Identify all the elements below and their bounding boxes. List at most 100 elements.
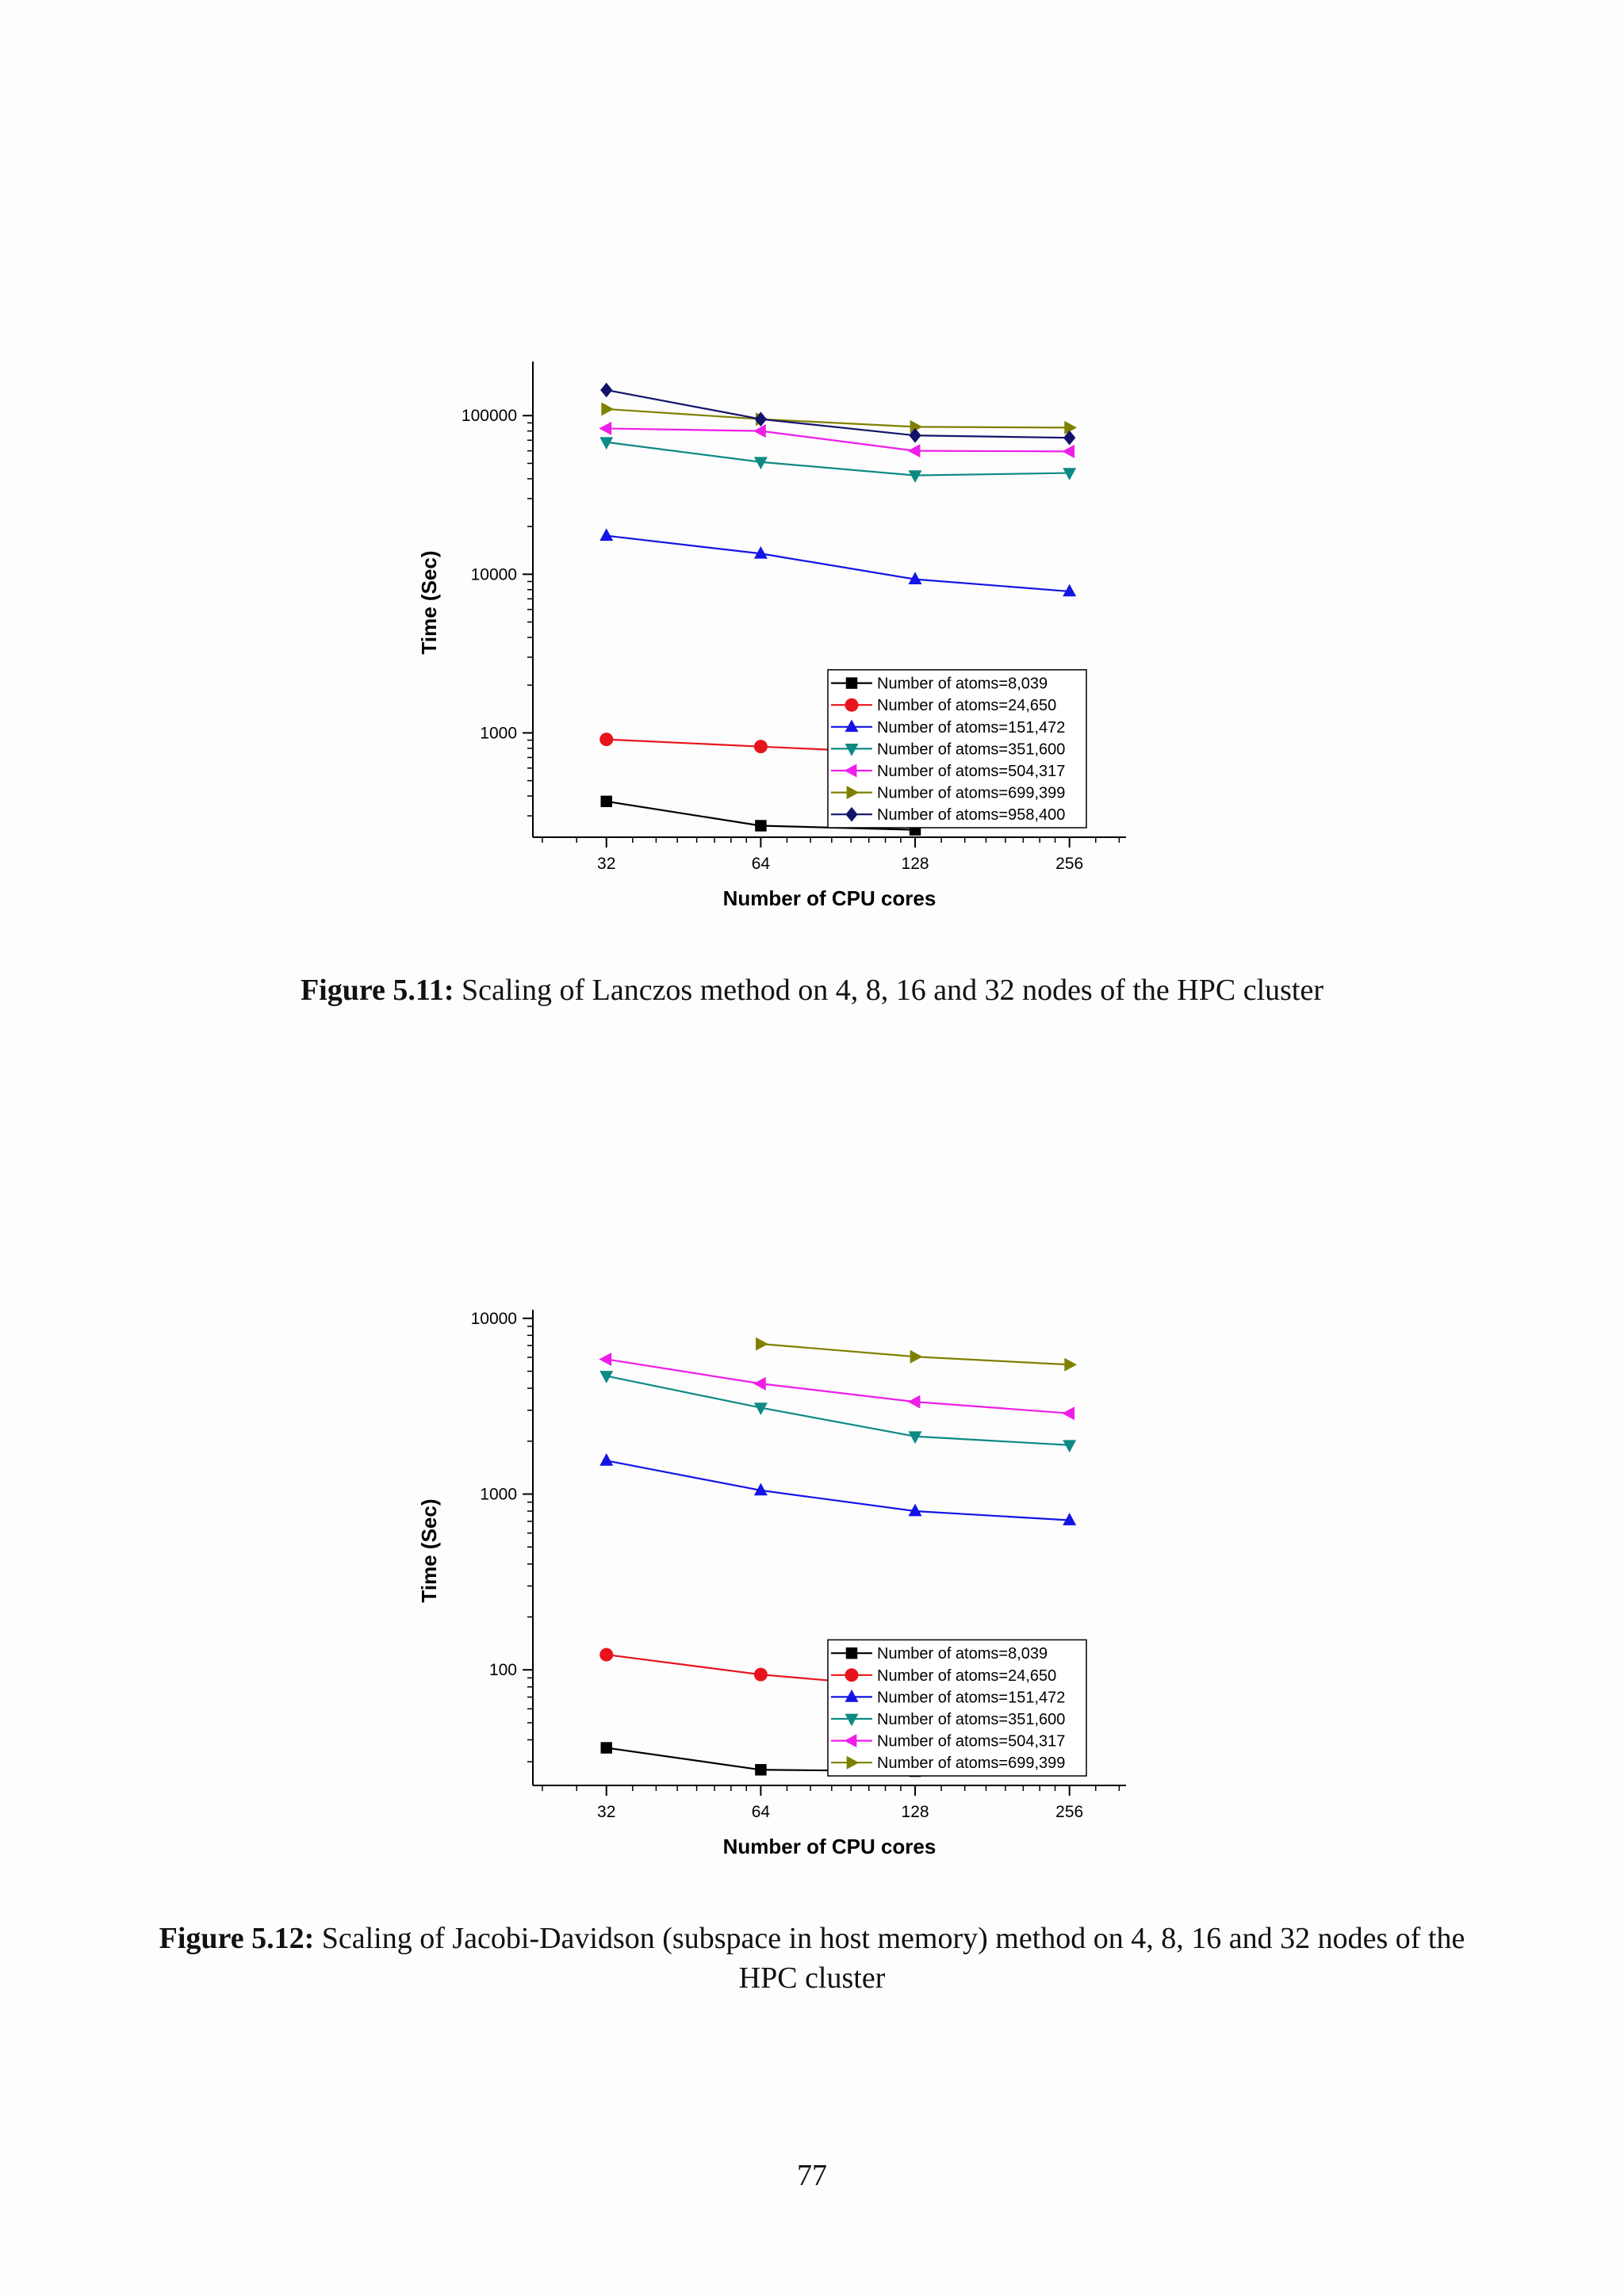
x-tick-label: 256 <box>1055 855 1083 873</box>
series-number-of-atoms-699-399 <box>756 1337 1078 1372</box>
x-tick-label: 128 <box>902 855 929 873</box>
legend-label: Number of atoms=24,650 <box>877 1667 1056 1685</box>
y-tick-label: 10000 <box>471 565 517 584</box>
data-point <box>908 1503 922 1517</box>
data-point <box>599 421 612 435</box>
legend-entry: Number of atoms=8,039 <box>831 675 1048 693</box>
data-point <box>1063 468 1077 480</box>
data-point <box>907 444 921 458</box>
data-point <box>600 382 613 398</box>
lanczos-scaling-chart: 32 64 128 256 1000 10000 100000 Number of CPU c… <box>417 362 1126 910</box>
legend-marker <box>845 806 858 822</box>
data-point <box>909 427 921 443</box>
data-point <box>908 572 922 585</box>
data-point <box>599 1371 614 1383</box>
legend-entry: Number of atoms=24,650 <box>831 697 1056 714</box>
data-point <box>755 1764 767 1776</box>
data-point <box>1064 420 1078 434</box>
legend-marker <box>845 1668 859 1682</box>
x-axis-title: Number of CPU cores <box>723 886 936 910</box>
data-point <box>756 1337 768 1351</box>
y-tick-label: 10000 <box>471 1310 517 1328</box>
figure-5-12-caption: Figure 5.12: Scaling of Jacobi-Davidson … <box>159 1919 1465 1998</box>
legend-marker <box>846 1755 860 1770</box>
legend-marker <box>845 677 858 689</box>
data-point <box>1063 1513 1077 1525</box>
legend-box <box>827 1639 1087 1777</box>
y-tick-label: 1000 <box>480 1486 517 1504</box>
series-line <box>606 534 1070 593</box>
x-tick-label: 32 <box>597 1803 615 1821</box>
x-tick-label: 64 <box>752 855 771 873</box>
data-point <box>600 1742 612 1754</box>
data-point <box>599 528 614 541</box>
data-point <box>753 545 768 559</box>
legend-label: Number of atoms=8,039 <box>877 1645 1048 1663</box>
caption-label: Figure 5.11: <box>300 974 454 1007</box>
caption-text: Scaling of Lanczos method on 4, 8, 16 an… <box>461 974 1324 1007</box>
data-point <box>908 470 922 483</box>
legend-entry: Number of atoms=351,600 <box>831 740 1065 758</box>
legend-entry: Number of atoms=504,317 <box>831 1733 1065 1751</box>
y-tick-label: 100000 <box>462 407 517 425</box>
legend-marker <box>845 698 859 712</box>
series-line <box>606 427 1070 453</box>
legend-entry: Number of atoms=151,472 <box>831 1689 1065 1706</box>
series-number-of-atoms-504-317 <box>599 421 1075 458</box>
legend-label: Number of atoms=351,600 <box>877 740 1065 758</box>
legend-entry: Number of atoms=699,399 <box>831 785 1065 802</box>
figure-5-11-caption: Figure 5.11: Scaling of Lanczos method o… <box>159 970 1465 1010</box>
series-number-of-atoms-151-472 <box>599 1452 1077 1525</box>
legend-entry: Number of atoms=504,317 <box>831 763 1065 780</box>
data-point <box>753 740 768 754</box>
jacobi-davidson-scaling-chart: 32 64 128 256 100 1000 10000 Number of CPU core… <box>417 1310 1126 1858</box>
legend-marker <box>845 1647 858 1659</box>
data-point <box>1064 1357 1078 1372</box>
legend-label: Number of atoms=699,399 <box>877 1755 1065 1772</box>
series-line <box>606 408 1070 429</box>
data-point <box>753 457 768 470</box>
series-line <box>606 1375 1070 1446</box>
series-number-of-atoms-8-039 <box>600 795 921 836</box>
figure-5-11-chart: 32 64 128 256 1000 10000 100000 Number of CPU c… <box>396 349 1237 920</box>
data-point <box>910 419 923 434</box>
x-tick-label: 64 <box>752 1803 771 1821</box>
legend: Number of atoms=8,039 Number of atoms=24,… <box>827 669 1087 828</box>
legend: Number of atoms=8,039 Number of atoms=24,… <box>827 1639 1087 1777</box>
legend-marker <box>845 719 859 733</box>
legend-entry: Number of atoms=8,039 <box>831 1645 1048 1663</box>
plot-area <box>599 382 1078 836</box>
series-number-of-atoms-351-600 <box>599 1371 1077 1453</box>
data-point <box>753 1402 768 1415</box>
data-point <box>753 1483 768 1496</box>
legend-label: Number of atoms=699,399 <box>877 785 1065 802</box>
page-number: 77 <box>797 2159 827 2192</box>
data-point <box>907 1395 921 1409</box>
data-point <box>1062 444 1075 458</box>
y-axis-title: Time (Sec) <box>417 550 441 654</box>
caption-label: Figure 5.12: <box>159 1922 315 1955</box>
legend-entry: Number of atoms=351,600 <box>831 1711 1065 1728</box>
legend-marker <box>845 1689 859 1702</box>
y-ticks: 1000 10000 100000 <box>462 407 533 817</box>
series-number-of-atoms-504-317 <box>599 1352 1075 1421</box>
x-tick-label: 128 <box>902 1803 929 1821</box>
legend-entry: Number of atoms=151,472 <box>831 719 1065 737</box>
legend-label: Number of atoms=151,472 <box>877 1689 1065 1706</box>
data-point <box>601 402 615 416</box>
x-ticks: 32 64 128 256 <box>542 1785 1120 1821</box>
data-point <box>599 733 614 747</box>
series-line <box>606 1460 1070 1521</box>
legend-label: Number of atoms=504,317 <box>877 763 1065 780</box>
caption-text: Scaling of Jacobi-Davidson (subspace in … <box>321 1922 1465 1995</box>
legend-entry: Number of atoms=958,400 <box>831 806 1065 824</box>
x-tick-label: 32 <box>597 855 615 873</box>
series-number-of-atoms-151-472 <box>599 528 1077 597</box>
series-line <box>606 441 1070 476</box>
legend-marker <box>846 786 860 800</box>
legend-label: Number of atoms=151,472 <box>877 719 1065 737</box>
data-point <box>599 1452 614 1466</box>
data-point <box>753 1376 766 1391</box>
legend-marker <box>844 1734 857 1748</box>
data-point <box>753 424 766 438</box>
